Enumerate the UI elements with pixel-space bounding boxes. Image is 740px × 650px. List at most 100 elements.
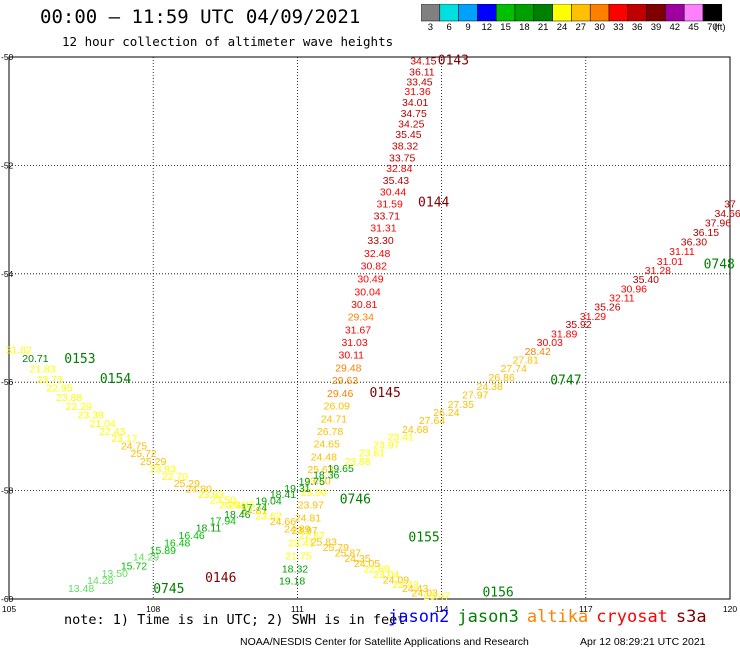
wave-height-value: 29.48 bbox=[335, 363, 361, 375]
color-bin-label: 27 bbox=[575, 22, 587, 33]
pass-time-label: 0143 bbox=[438, 54, 469, 69]
x-tick-label: 111 bbox=[291, 604, 304, 614]
color-scale-labels: 3 6 9 12 15 18 21 24 27 30 33 36 39 42 45 70 (ft) bbox=[421, 22, 740, 36]
wave-height-value: 25.72 bbox=[130, 448, 156, 460]
wave-height-value: 27.81 bbox=[513, 354, 539, 366]
wave-height-value: 24.68 bbox=[402, 424, 428, 436]
generated-timestamp: Apr 12 08:29:21 UTC 2021 bbox=[580, 636, 706, 648]
x-tick-label: 120 bbox=[723, 604, 737, 614]
wave-height-value: 23.88 bbox=[344, 456, 370, 468]
wave-height-value: 36.30 bbox=[681, 236, 707, 248]
pass-time-label: 0748 bbox=[704, 258, 735, 273]
plot-frame bbox=[8, 56, 731, 600]
wave-height-value: 15.89 bbox=[150, 545, 176, 557]
wave-height-value: 36.11 bbox=[409, 67, 435, 79]
wave-height-value: 31.82 bbox=[5, 345, 31, 357]
color-bin-label: 21 bbox=[537, 22, 549, 33]
wave-height-value: 29.34 bbox=[348, 312, 374, 324]
wave-height-value: 35.43 bbox=[383, 175, 409, 187]
wave-height-value: 35.40 bbox=[633, 274, 659, 286]
pass-time-label: 0747 bbox=[550, 373, 581, 388]
legend-item-jason3: jason3 bbox=[457, 607, 519, 627]
color-bin-label: 42 bbox=[669, 22, 681, 33]
wave-height-value: 34.01 bbox=[402, 97, 428, 109]
wave-height-value: 34.66 bbox=[714, 208, 740, 220]
wave-height-value: 33.45 bbox=[406, 76, 432, 88]
wave-height-value: 31.67 bbox=[345, 325, 371, 337]
color-bin-label: 15 bbox=[500, 22, 511, 33]
wave-height-value: 24.81 bbox=[295, 513, 321, 525]
credit-text: NOAA/NESDIS Center for Satellite Applica… bbox=[240, 636, 529, 648]
wave-height-value: 37.96 bbox=[705, 217, 731, 229]
wave-height-value: 23.73 bbox=[37, 374, 63, 386]
wave-height-value: 36.15 bbox=[693, 227, 719, 239]
wave-height-value: 18.11 bbox=[196, 522, 222, 534]
color-bin-label: 39 bbox=[650, 22, 662, 33]
wave-height-value: 31.01 bbox=[657, 256, 683, 268]
wave-height-value: 18.36 bbox=[313, 469, 339, 481]
wave-height-value: 22.43 bbox=[99, 426, 125, 438]
wave-height-value: 23.17 bbox=[111, 433, 137, 445]
x-tick-label: 117 bbox=[579, 604, 593, 614]
wave-height-value: 26.78 bbox=[317, 426, 343, 438]
wave-height-value: 32.84 bbox=[386, 163, 412, 175]
wave-height-value: 34.15 bbox=[410, 55, 436, 67]
wave-height-value: 23.88 bbox=[56, 392, 82, 404]
wave-height-value: 26.09 bbox=[324, 401, 350, 413]
wave-height-value: 38.32 bbox=[392, 140, 418, 152]
wave-height-value: 22.43 bbox=[392, 579, 418, 591]
wave-height-value: 16.48 bbox=[164, 538, 190, 550]
x-tick-label: 105 bbox=[2, 604, 16, 614]
wave-height-value: 16.46 bbox=[179, 530, 205, 542]
wave-height-value: 25.83 bbox=[311, 537, 337, 549]
wave-height-value: 37 bbox=[724, 198, 736, 210]
wave-height-value: 24.65 bbox=[314, 438, 340, 450]
wave-height-value: 30.11 bbox=[338, 350, 364, 362]
wave-height-value: 18.32 bbox=[282, 564, 308, 576]
satellite-legend: jason2 jason3 altika cryosat s3a bbox=[388, 607, 715, 627]
wave-height-value: 24.48 bbox=[311, 451, 337, 463]
wave-height-value: 22.69 bbox=[364, 564, 390, 576]
wave-height-value: 23.97 bbox=[298, 500, 324, 512]
y-tick-label: -54 bbox=[1, 269, 14, 279]
wave-height-value: 24.81 bbox=[241, 505, 267, 517]
color-bin-label: 45 bbox=[688, 22, 699, 33]
wave-height-value: 35.26 bbox=[594, 301, 620, 313]
wave-height-value: 24.35 bbox=[344, 553, 370, 565]
legend-item-jason2: jason2 bbox=[388, 607, 450, 627]
legend-item-altika: altika bbox=[526, 607, 589, 627]
wave-height-value: 23.97 bbox=[291, 525, 317, 537]
wave-height-value: 23.93 bbox=[150, 463, 176, 475]
wave-height-value: 30.82 bbox=[361, 261, 387, 273]
color-bin-label: 33 bbox=[613, 22, 624, 33]
wave-height-value: 19.31 bbox=[284, 483, 310, 495]
wave-height-value: 25.87 bbox=[335, 547, 361, 559]
pass-time-label: 0745 bbox=[153, 582, 184, 597]
wave-height-value: 29.46 bbox=[327, 388, 353, 400]
chart-title: 00:00 – 11:59 UTC 04/09/2021 bbox=[40, 6, 361, 28]
wave-height-value: 22.70 bbox=[162, 471, 188, 483]
wave-height-value: 26.24 bbox=[433, 407, 459, 419]
wave-height-value: 23.61 bbox=[359, 448, 385, 460]
chart-subtitle: 12 hour collection of altimeter wave hei… bbox=[62, 34, 394, 49]
wave-height-value: 22.95 bbox=[46, 383, 72, 395]
color-bin-label: 30 bbox=[594, 22, 605, 33]
wave-height-value: 33.30 bbox=[367, 235, 393, 247]
wave-height-value: 27.35 bbox=[448, 399, 474, 411]
wave-height-value: 31.03 bbox=[341, 337, 367, 349]
wave-height-value: 23.47 bbox=[424, 591, 450, 603]
wave-height-value: 31.36 bbox=[404, 86, 430, 98]
wave-height-value: 33.71 bbox=[374, 210, 400, 222]
wave-height-value: 30.81 bbox=[351, 299, 377, 311]
color-bin-label: 24 bbox=[556, 22, 568, 33]
wave-height-value: 25.29 bbox=[140, 456, 166, 468]
wave-height-value: 27.64 bbox=[419, 415, 445, 427]
pass-time-label: 0156 bbox=[482, 585, 513, 600]
wave-height-value: 31.11 bbox=[669, 246, 695, 258]
y-tick-label: -52 bbox=[1, 160, 14, 170]
wave-height-value: 14.28 bbox=[87, 575, 113, 587]
wave-height-value: 24.80 bbox=[186, 483, 212, 495]
wave-height-value: 34.75 bbox=[401, 108, 427, 120]
wave-height-value: 20.94 bbox=[219, 500, 245, 512]
